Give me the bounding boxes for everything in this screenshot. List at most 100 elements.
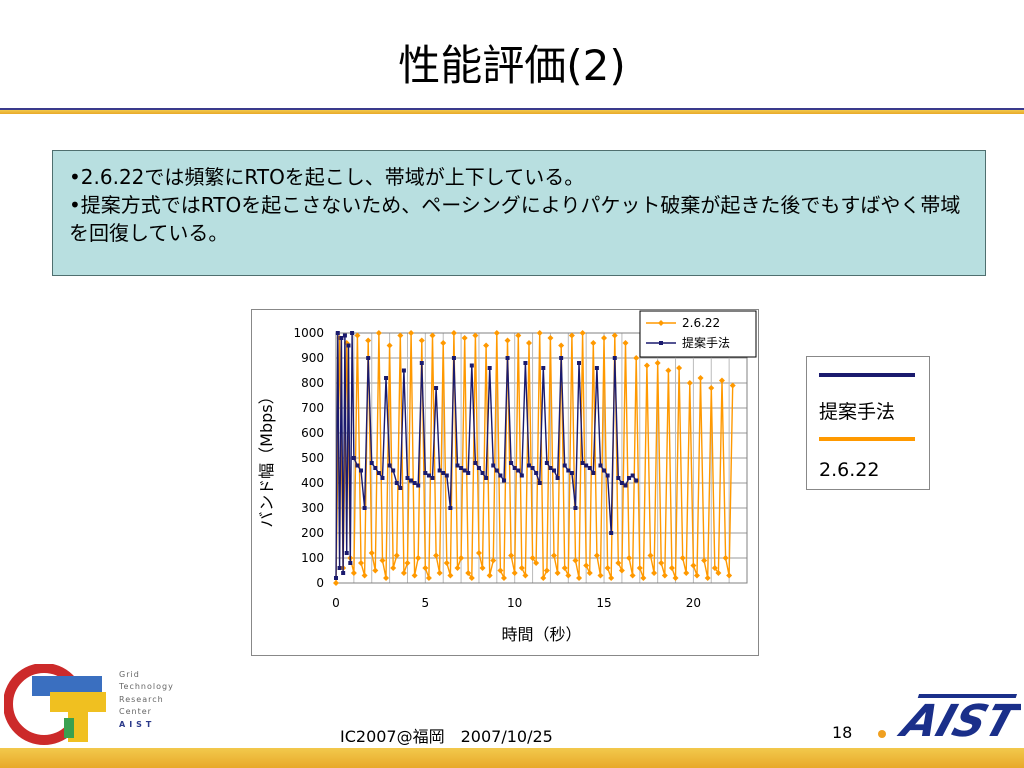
data-point — [469, 363, 474, 368]
data-point — [380, 476, 385, 480]
data-point — [351, 456, 356, 460]
data-point — [458, 555, 465, 561]
y-tick-label: 200 — [301, 526, 324, 540]
data-point — [493, 330, 500, 336]
data-point — [552, 468, 557, 473]
data-point — [579, 330, 586, 336]
side-legend: 提案手法 2.6.22 — [806, 356, 930, 490]
data-point — [397, 332, 404, 339]
side-legend-swatch-linux — [819, 437, 915, 441]
data-point — [554, 570, 561, 576]
x-tick-label: 0 — [332, 596, 340, 610]
data-point — [459, 466, 464, 470]
bullet-1: •2.6.22では頻繁にRTOを起こし、帯域が上下している。 — [69, 165, 585, 189]
data-point — [541, 366, 546, 370]
data-point — [591, 471, 596, 475]
chart-frame: 0 100 200 300 400 500 600 700 800 900 1000 0 5 10 15 20… — [251, 309, 759, 656]
data-point — [415, 555, 422, 561]
side-legend-label-linux: 2.6.22 — [819, 459, 880, 481]
data-point — [368, 550, 375, 556]
data-point — [358, 560, 365, 566]
x-tick-label: 10 — [507, 596, 522, 610]
data-point — [568, 332, 575, 339]
data-point — [718, 377, 725, 384]
data-point — [573, 506, 578, 510]
footer-text: IC2007@福岡 2007/10/25 — [340, 727, 553, 746]
data-point — [501, 478, 506, 483]
data-point — [500, 575, 507, 581]
y-tick-label: 900 — [301, 351, 324, 365]
data-point — [515, 332, 522, 339]
y-tick-label: 100 — [301, 551, 324, 565]
data-point — [339, 336, 344, 340]
data-point — [516, 468, 521, 473]
data-point — [490, 557, 497, 564]
data-point — [676, 365, 683, 371]
data-point — [661, 572, 668, 579]
y-tick-label: 400 — [301, 476, 324, 490]
data-point — [398, 486, 403, 490]
bullet-2: •提案方式ではRTOを起こさないため、ペーシングによりパケット破棄が起きた後でも… — [69, 193, 961, 245]
y-tick-label: 0 — [316, 576, 324, 590]
data-point — [476, 466, 481, 470]
data-point — [522, 572, 529, 579]
data-point — [440, 340, 447, 346]
legend-label: 提案手法 — [682, 335, 730, 350]
data-point — [400, 570, 407, 576]
data-point — [601, 335, 608, 341]
data-point — [369, 461, 374, 465]
legend-label: 2.6.22 — [682, 316, 720, 330]
data-point — [679, 555, 686, 561]
data-point — [576, 575, 583, 581]
data-point — [468, 575, 475, 581]
data-point — [715, 570, 722, 576]
data-point — [704, 575, 711, 581]
data-point — [543, 567, 550, 574]
data-point — [597, 572, 604, 579]
data-point — [584, 463, 589, 468]
data-point — [529, 555, 536, 561]
data-point — [668, 565, 675, 571]
data-point — [583, 562, 590, 569]
data-point — [472, 332, 479, 339]
data-point — [387, 463, 392, 468]
data-point — [654, 360, 661, 366]
legend-marker — [659, 341, 663, 345]
data-point — [409, 478, 414, 483]
data-point — [466, 471, 471, 475]
data-point — [443, 560, 450, 566]
data-point — [391, 468, 396, 473]
data-point — [372, 567, 379, 574]
data-point — [530, 466, 535, 470]
data-point — [726, 572, 733, 579]
data-point — [354, 332, 361, 339]
y-tick-label: 600 — [301, 426, 324, 440]
data-point — [361, 572, 368, 579]
data-point — [509, 461, 514, 465]
data-point — [561, 565, 568, 571]
data-point — [416, 483, 421, 488]
data-point — [365, 337, 372, 344]
data-point — [536, 330, 543, 336]
bullet-box: •2.6.22では頻繁にRTOを起こし、帯域が上下している。 •提案方式ではRT… — [52, 150, 986, 276]
data-point — [566, 468, 571, 473]
data-point — [626, 555, 633, 561]
data-point — [647, 552, 654, 559]
data-point — [658, 560, 665, 566]
data-point — [594, 366, 599, 370]
data-point — [572, 557, 579, 564]
x-tick-label: 5 — [422, 596, 430, 610]
data-point — [622, 340, 629, 346]
data-point — [383, 575, 390, 581]
data-point — [505, 356, 510, 360]
data-point — [430, 476, 435, 480]
data-point — [558, 342, 565, 349]
data-point — [547, 335, 554, 341]
side-legend-swatch-proposed — [819, 373, 915, 377]
data-point — [693, 572, 700, 579]
data-point — [418, 337, 425, 344]
x-axis-label: 時間（秒） — [501, 625, 581, 644]
data-point — [362, 506, 367, 510]
data-point — [636, 565, 643, 571]
data-point — [426, 473, 431, 478]
